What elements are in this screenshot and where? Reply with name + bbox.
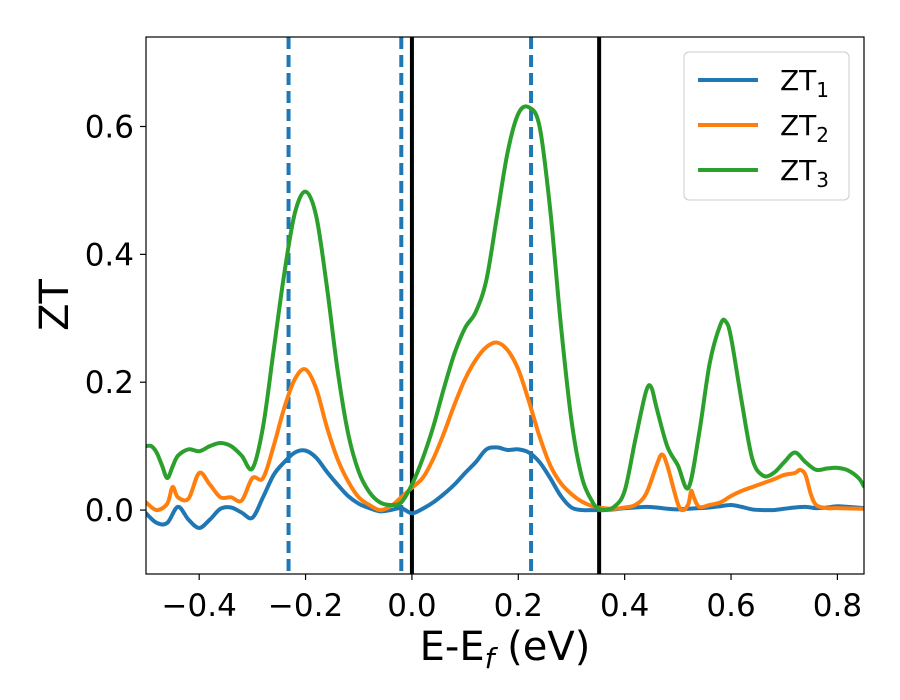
x-tick-label: 0.2 bbox=[494, 588, 543, 624]
x-axis-ticks: −0.4 −0.2 0.0 0.2 0.4 0.6 0.8 bbox=[162, 574, 862, 624]
y-axis-label: ZT bbox=[32, 279, 78, 331]
x-tick-label: 0.0 bbox=[387, 588, 436, 624]
x-tick-label: 0.4 bbox=[600, 588, 649, 624]
y-tick-label: 0.6 bbox=[85, 110, 134, 146]
y-tick-label: 0.4 bbox=[85, 237, 134, 273]
series-line-zt1 bbox=[146, 445, 864, 530]
x-tick-label: 0.8 bbox=[813, 588, 862, 624]
plot-frame bbox=[145, 36, 865, 575]
x-axis-label: E-Ef (eV) bbox=[420, 624, 591, 675]
x-tick-label: −0.4 bbox=[162, 588, 237, 624]
legend: ZT1 ZT2 ZT3 bbox=[683, 51, 850, 201]
series-line-zt2 bbox=[146, 340, 864, 513]
legend-label-zt3: ZT3 bbox=[780, 154, 829, 192]
legend-label-zt1: ZT1 bbox=[780, 64, 829, 102]
series-lines bbox=[146, 104, 864, 530]
y-axis-ticks: 0.0 0.2 0.4 0.6 bbox=[85, 110, 146, 529]
legend-box bbox=[683, 51, 850, 201]
x-tick-label: −0.2 bbox=[268, 588, 343, 624]
x-tick-label: 0.6 bbox=[706, 588, 755, 624]
y-tick-label: 0.0 bbox=[85, 493, 134, 529]
legend-label-zt2: ZT2 bbox=[780, 109, 829, 147]
series-line-zt3 bbox=[146, 104, 864, 513]
y-tick-label: 0.2 bbox=[85, 365, 134, 401]
